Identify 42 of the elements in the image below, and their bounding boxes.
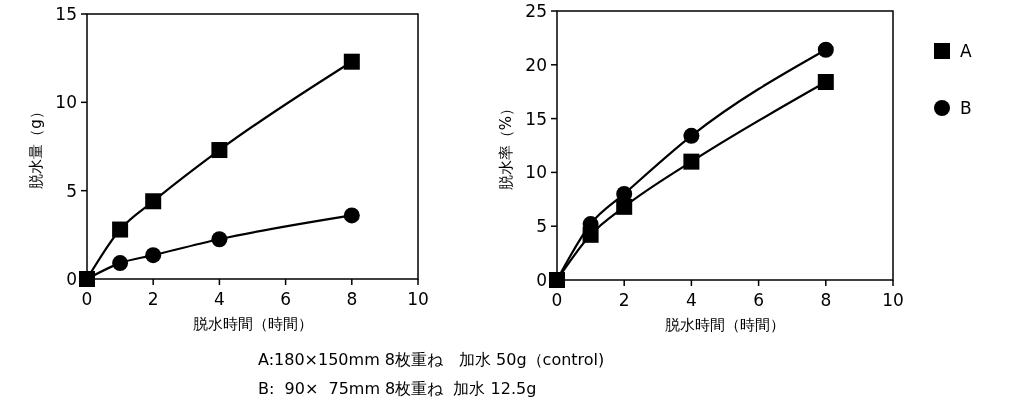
y-tick-label: 0: [66, 269, 77, 289]
y-tick-label: 0: [536, 270, 547, 290]
x-tick-label: 6: [753, 290, 765, 310]
point: [211, 231, 228, 248]
text: B: 90× 75mm 8枚重ね 加水 12.5g: [258, 379, 537, 398]
y-tick-label: 15: [55, 4, 77, 24]
y-tick-label: 10: [55, 92, 77, 113]
text: A:180×150mm 8枚重ね 加水 50g（control): [258, 350, 605, 369]
point: [112, 221, 129, 238]
point: [145, 247, 162, 264]
x-tick-label: 6: [280, 289, 292, 309]
point: [683, 127, 700, 144]
point: [343, 207, 360, 224]
y-tick-label: 5: [66, 180, 77, 201]
y-tick-label: 25: [525, 1, 547, 21]
x-tick-label: 4: [213, 289, 225, 309]
y-tick-label: 20: [525, 54, 547, 75]
y-tick-label: 15: [525, 108, 547, 129]
point: [145, 193, 162, 210]
legend-label: A: [960, 41, 972, 61]
legend-label: B: [960, 98, 972, 118]
x-tick-label: 0: [551, 290, 563, 310]
point: [817, 74, 834, 91]
y-axis-title: 脱水率（%）: [497, 100, 515, 191]
point: [211, 142, 228, 159]
point: [112, 255, 129, 272]
x-tick-label: 10: [882, 290, 904, 310]
x-tick-label: 8: [820, 290, 832, 310]
point: [683, 153, 700, 170]
x-axis-title: 脱水時間（時間）: [665, 316, 785, 334]
y-tick-label: 5: [536, 216, 547, 237]
x-tick-label: 4: [685, 290, 697, 310]
y-tick-label: 10: [525, 162, 547, 183]
point: [817, 41, 834, 58]
x-tick-label: 8: [346, 289, 358, 309]
y-axis-title: 脱水量（g）: [27, 104, 45, 189]
x-tick-label: 2: [147, 289, 159, 309]
point: [343, 53, 360, 70]
x-tick-label: 2: [618, 290, 630, 310]
x-axis-title: 脱水時間（時間）: [192, 315, 313, 333]
x-tick-label: 10: [407, 289, 429, 309]
x-tick-label: 0: [81, 289, 93, 309]
